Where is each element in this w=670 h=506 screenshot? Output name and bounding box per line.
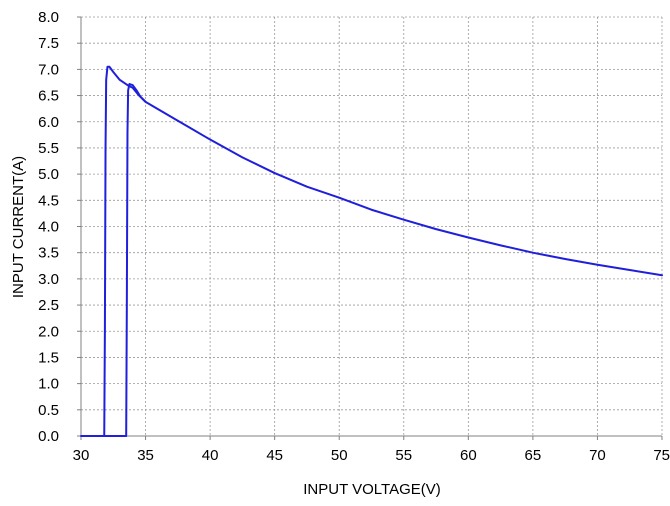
y-tick-label: 1.0 [38,376,59,393]
y-tick-label: 0.0 [38,428,59,445]
y-tick-label: 3.5 [38,245,59,262]
y-tick-label: 4.5 [38,192,59,209]
y-axis-title: INPUT CURRENT(A) [10,156,27,298]
y-tick-label: 6.5 [38,88,59,105]
x-tick-label: 30 [73,447,90,464]
y-tick-label: 0.5 [38,402,59,419]
y-tick-label: 7.5 [38,35,59,52]
x-tick-label: 45 [266,447,283,464]
series-line-2 [103,83,147,437]
y-tick-label: 7.0 [38,61,59,78]
tick-labels: 0.0 0.5 1.0 1.5 2.0 2.5 3.0 3.5 4.0 4.5 5.0 5.5 6.0 6… [38,9,670,464]
series-lines [80,65,663,437]
axes [77,16,663,440]
y-tick-label: 4.0 [38,219,59,236]
y-tick-label: 6.0 [38,114,59,131]
y-tick-label: 1.5 [38,349,59,366]
y-tick-label: 5.0 [38,166,59,183]
x-tick-label: 50 [331,447,348,464]
gridlines [81,16,663,436]
y-tick-label: 3.0 [38,271,59,288]
y-tick-label: 2.5 [38,297,59,314]
y-tick-label: 5.5 [38,140,59,157]
x-tick-label: 75 [653,447,670,464]
x-tick-label: 60 [460,447,477,464]
x-tick-label: 70 [589,447,606,464]
x-tick-label: 65 [525,447,542,464]
x-axis-title: INPUT VOLTAGE(V) [303,481,441,498]
x-tick-label: 55 [395,447,412,464]
x-tick-label: 40 [202,447,219,464]
series-line-1 [80,65,663,437]
x-tick-label: 35 [137,447,154,464]
y-tick-label: 8.0 [38,9,59,26]
y-tick-label: 2.0 [38,323,59,340]
